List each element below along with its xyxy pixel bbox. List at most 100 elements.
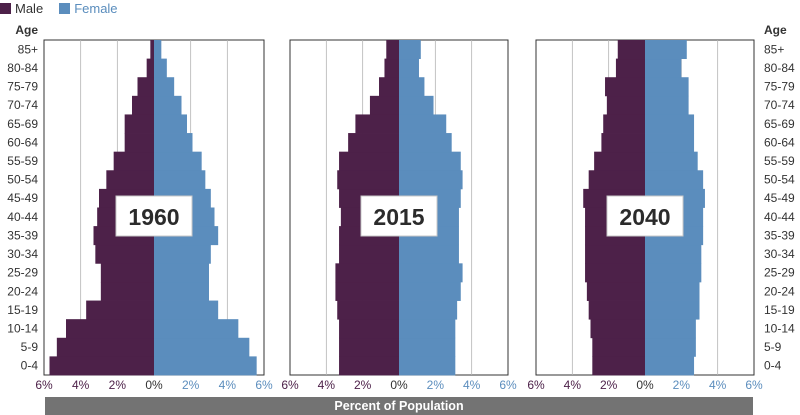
- legend-swatch-female: [59, 2, 71, 14]
- age-label-left: 80-84: [7, 61, 38, 75]
- bar-male-75-79: [605, 77, 645, 97]
- age-header-left: Age: [15, 23, 38, 37]
- x-tick-label: 4%: [463, 378, 481, 392]
- bar-female-75-79: [645, 77, 689, 97]
- bar-female-70-74: [399, 95, 434, 115]
- bar-male-65-69: [603, 114, 645, 134]
- bar-male-60-64: [601, 133, 645, 153]
- bar-female-50-54: [399, 170, 463, 190]
- x-tick-label: 6%: [255, 378, 273, 392]
- x-tick-label: 4%: [564, 378, 582, 392]
- age-label-right: 15-19: [764, 303, 795, 317]
- age-label-left: 70-74: [7, 98, 38, 112]
- bar-female-10-14: [645, 319, 696, 339]
- bar-male-55-59: [113, 151, 154, 171]
- bar-female-20-24: [399, 281, 461, 301]
- x-tick-label: 6%: [281, 378, 299, 392]
- x-tick-label: 2%: [354, 378, 372, 392]
- year-label: 1960: [128, 204, 179, 230]
- bar-male-70-74: [606, 95, 645, 115]
- bar-male-20-24: [586, 281, 645, 301]
- bar-female-55-59: [399, 151, 461, 171]
- bar-male-80-84: [146, 58, 154, 78]
- bar-female-50-54: [154, 170, 206, 190]
- bar-female-20-24: [154, 281, 209, 301]
- age-label-right: 0-4: [764, 359, 782, 373]
- bar-female-5-9: [399, 337, 456, 357]
- bar-male-85+: [386, 40, 399, 60]
- age-label-left: 20-24: [7, 284, 38, 298]
- x-tick-label: 2%: [109, 378, 127, 392]
- x-tick-label: 4%: [219, 378, 237, 392]
- bar-female-5-9: [154, 337, 250, 357]
- bar-female-65-69: [399, 114, 447, 134]
- x-tick-label: 2%: [182, 378, 200, 392]
- bar-female-60-64: [399, 133, 452, 153]
- year-label-box: [360, 195, 438, 237]
- bar-female-10-14: [154, 319, 239, 339]
- age-label-left: 15-19: [7, 303, 38, 317]
- age-label-left: 30-34: [7, 247, 38, 261]
- age-header-right: Age: [764, 23, 787, 37]
- bar-male-30-34: [339, 244, 399, 264]
- age-label-right: 5-9: [764, 340, 782, 354]
- age-label-left: 50-54: [7, 173, 38, 187]
- bar-female-25-29: [154, 263, 209, 283]
- age-label-left: 85+: [18, 42, 38, 56]
- bar-female-0-4: [645, 356, 695, 376]
- age-label-left: 25-29: [7, 266, 38, 280]
- bar-female-30-34: [399, 244, 459, 264]
- bar-male-60-64: [124, 133, 154, 153]
- age-label-left: 55-59: [7, 154, 38, 168]
- bar-female-30-34: [645, 244, 702, 264]
- bar-male-75-79: [137, 77, 154, 97]
- bar-male-80-84: [615, 58, 645, 78]
- bar-male-50-54: [337, 170, 399, 190]
- bar-male-15-19: [588, 300, 645, 320]
- bar-male-85+: [150, 40, 154, 60]
- age-label-right: 10-14: [764, 321, 795, 335]
- bar-male-80-84: [384, 58, 399, 78]
- bar-male-15-19: [86, 300, 154, 320]
- bar-male-25-29: [100, 263, 154, 283]
- bar-male-50-54: [588, 170, 645, 190]
- bar-male-65-69: [355, 114, 399, 134]
- bar-male-75-79: [379, 77, 399, 97]
- bar-female-15-19: [645, 300, 700, 320]
- year-label-box: [115, 195, 193, 237]
- age-label-left: 45-49: [7, 191, 38, 205]
- age-label-right: 25-29: [764, 266, 795, 280]
- bar-female-0-4: [154, 356, 257, 376]
- bar-male-0-4: [339, 356, 399, 376]
- bar-female-25-29: [645, 263, 702, 283]
- bar-male-25-29: [335, 263, 399, 283]
- bar-male-20-24: [335, 281, 399, 301]
- bar-female-60-64: [645, 133, 695, 153]
- bar-male-0-4: [49, 356, 154, 376]
- bar-female-85+: [399, 40, 421, 60]
- bar-female-70-74: [154, 95, 182, 115]
- bar-male-10-14: [339, 319, 399, 339]
- bar-male-15-19: [337, 300, 399, 320]
- x-tick-label: 4%: [72, 378, 90, 392]
- x-tick-label: 4%: [709, 378, 727, 392]
- legend-item-male: Male: [0, 1, 43, 16]
- bar-female-70-74: [645, 95, 689, 115]
- bar-male-55-59: [339, 151, 399, 171]
- age-label-right: 65-69: [764, 117, 795, 131]
- age-label-right: 80-84: [764, 61, 795, 75]
- bar-male-25-29: [585, 263, 645, 283]
- bar-male-0-4: [592, 356, 645, 376]
- age-label-left: 10-14: [7, 321, 38, 335]
- age-label-right: 55-59: [764, 154, 795, 168]
- bar-female-55-59: [154, 151, 202, 171]
- age-label-right: 85+: [764, 42, 784, 56]
- x-tick-label: 6%: [499, 378, 517, 392]
- bar-female-75-79: [399, 77, 425, 97]
- age-label-right: 50-54: [764, 173, 795, 187]
- age-label-right: 70-74: [764, 98, 795, 112]
- age-label-left: 5-9: [21, 340, 39, 354]
- bar-female-0-4: [399, 356, 456, 376]
- bar-female-75-79: [154, 77, 175, 97]
- bar-female-60-64: [154, 133, 193, 153]
